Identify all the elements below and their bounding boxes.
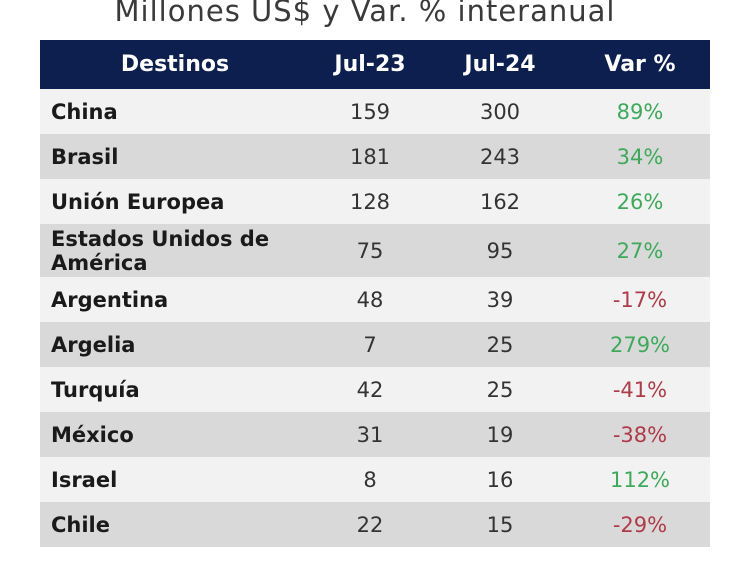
cell-destino: Argentina	[51, 287, 169, 312]
table-row: Argentina 48 39 -17%	[40, 277, 710, 322]
cell-jul-24: 19	[486, 422, 514, 447]
cell-var: 89%	[616, 99, 664, 124]
cell-var: 27%	[616, 238, 664, 263]
cell-destino: Estados Unidos de América	[51, 226, 270, 275]
table-title: Millones US$ y Var. % interanual	[114, 0, 616, 28]
cell-destino: China	[51, 99, 118, 124]
table-row: Argelia 7 25 279%	[40, 322, 710, 367]
table-row: Brasil 181 243 34%	[40, 134, 710, 179]
cell-var: 26%	[616, 189, 664, 214]
column-header-var: Var %	[604, 52, 676, 77]
column-header-jul-23: Jul-23	[334, 52, 406, 77]
cell-jul-24: 39	[486, 287, 514, 312]
exports-table: Destinos Jul-23 Jul-24 Var % China 159 300…	[40, 40, 710, 547]
cell-jul-24: 15	[486, 512, 514, 537]
cell-var: 112%	[609, 467, 671, 492]
table-row: Unión Europea 128 162 26%	[40, 179, 710, 224]
table-row: China 159 300 89%	[40, 89, 710, 134]
cell-destino: México	[51, 422, 134, 447]
table-row: México 31 19 -38%	[40, 412, 710, 457]
column-header-jul-24: Jul-24	[464, 52, 536, 77]
cell-jul-23: 8	[363, 467, 377, 492]
cell-var: -17%	[612, 287, 668, 312]
cell-jul-23: 75	[356, 238, 384, 263]
cell-destino: Argelia	[51, 332, 136, 357]
cell-destino: Turquía	[51, 377, 140, 402]
cell-jul-24: 300	[479, 99, 521, 124]
column-header-destinos: Destinos	[120, 52, 230, 77]
cell-destino: Chile	[51, 512, 111, 537]
cell-jul-24: 95	[486, 238, 514, 263]
table-row: Israel 8 16 112%	[40, 457, 710, 502]
cell-jul-24: 162	[479, 189, 521, 214]
cell-jul-23: 128	[349, 189, 391, 214]
table-body: China 159 300 89% Brasil 181 243 34% Unión Europ…	[40, 89, 710, 547]
table-header-row: Destinos Jul-23 Jul-24 Var %	[40, 40, 710, 89]
cell-var: 279%	[609, 332, 671, 357]
cell-jul-23: 42	[356, 377, 384, 402]
cell-var: -38%	[612, 422, 668, 447]
table-row: Turquía 42 25 -41%	[40, 367, 710, 412]
cell-destino: Unión Europea	[51, 189, 225, 214]
cell-jul-23: 7	[363, 332, 377, 357]
cell-jul-23: 181	[349, 144, 391, 169]
cell-jul-24: 243	[479, 144, 521, 169]
cell-jul-23: 22	[356, 512, 384, 537]
cell-jul-24: 25	[486, 332, 514, 357]
cell-jul-24: 16	[486, 467, 514, 492]
cell-destino: Brasil	[51, 144, 119, 169]
cell-destino: Israel	[51, 467, 118, 492]
table-row: Chile 22 15 -29%	[40, 502, 710, 547]
cell-jul-24: 25	[486, 377, 514, 402]
table-row: Estados Unidos de América 75 95 27%	[40, 224, 710, 277]
cell-jul-23: 48	[356, 287, 384, 312]
cell-var: -29%	[612, 512, 668, 537]
cell-var: 34%	[616, 144, 664, 169]
cell-jul-23: 159	[349, 99, 391, 124]
cell-jul-23: 31	[356, 422, 384, 447]
cell-var: -41%	[612, 377, 668, 402]
